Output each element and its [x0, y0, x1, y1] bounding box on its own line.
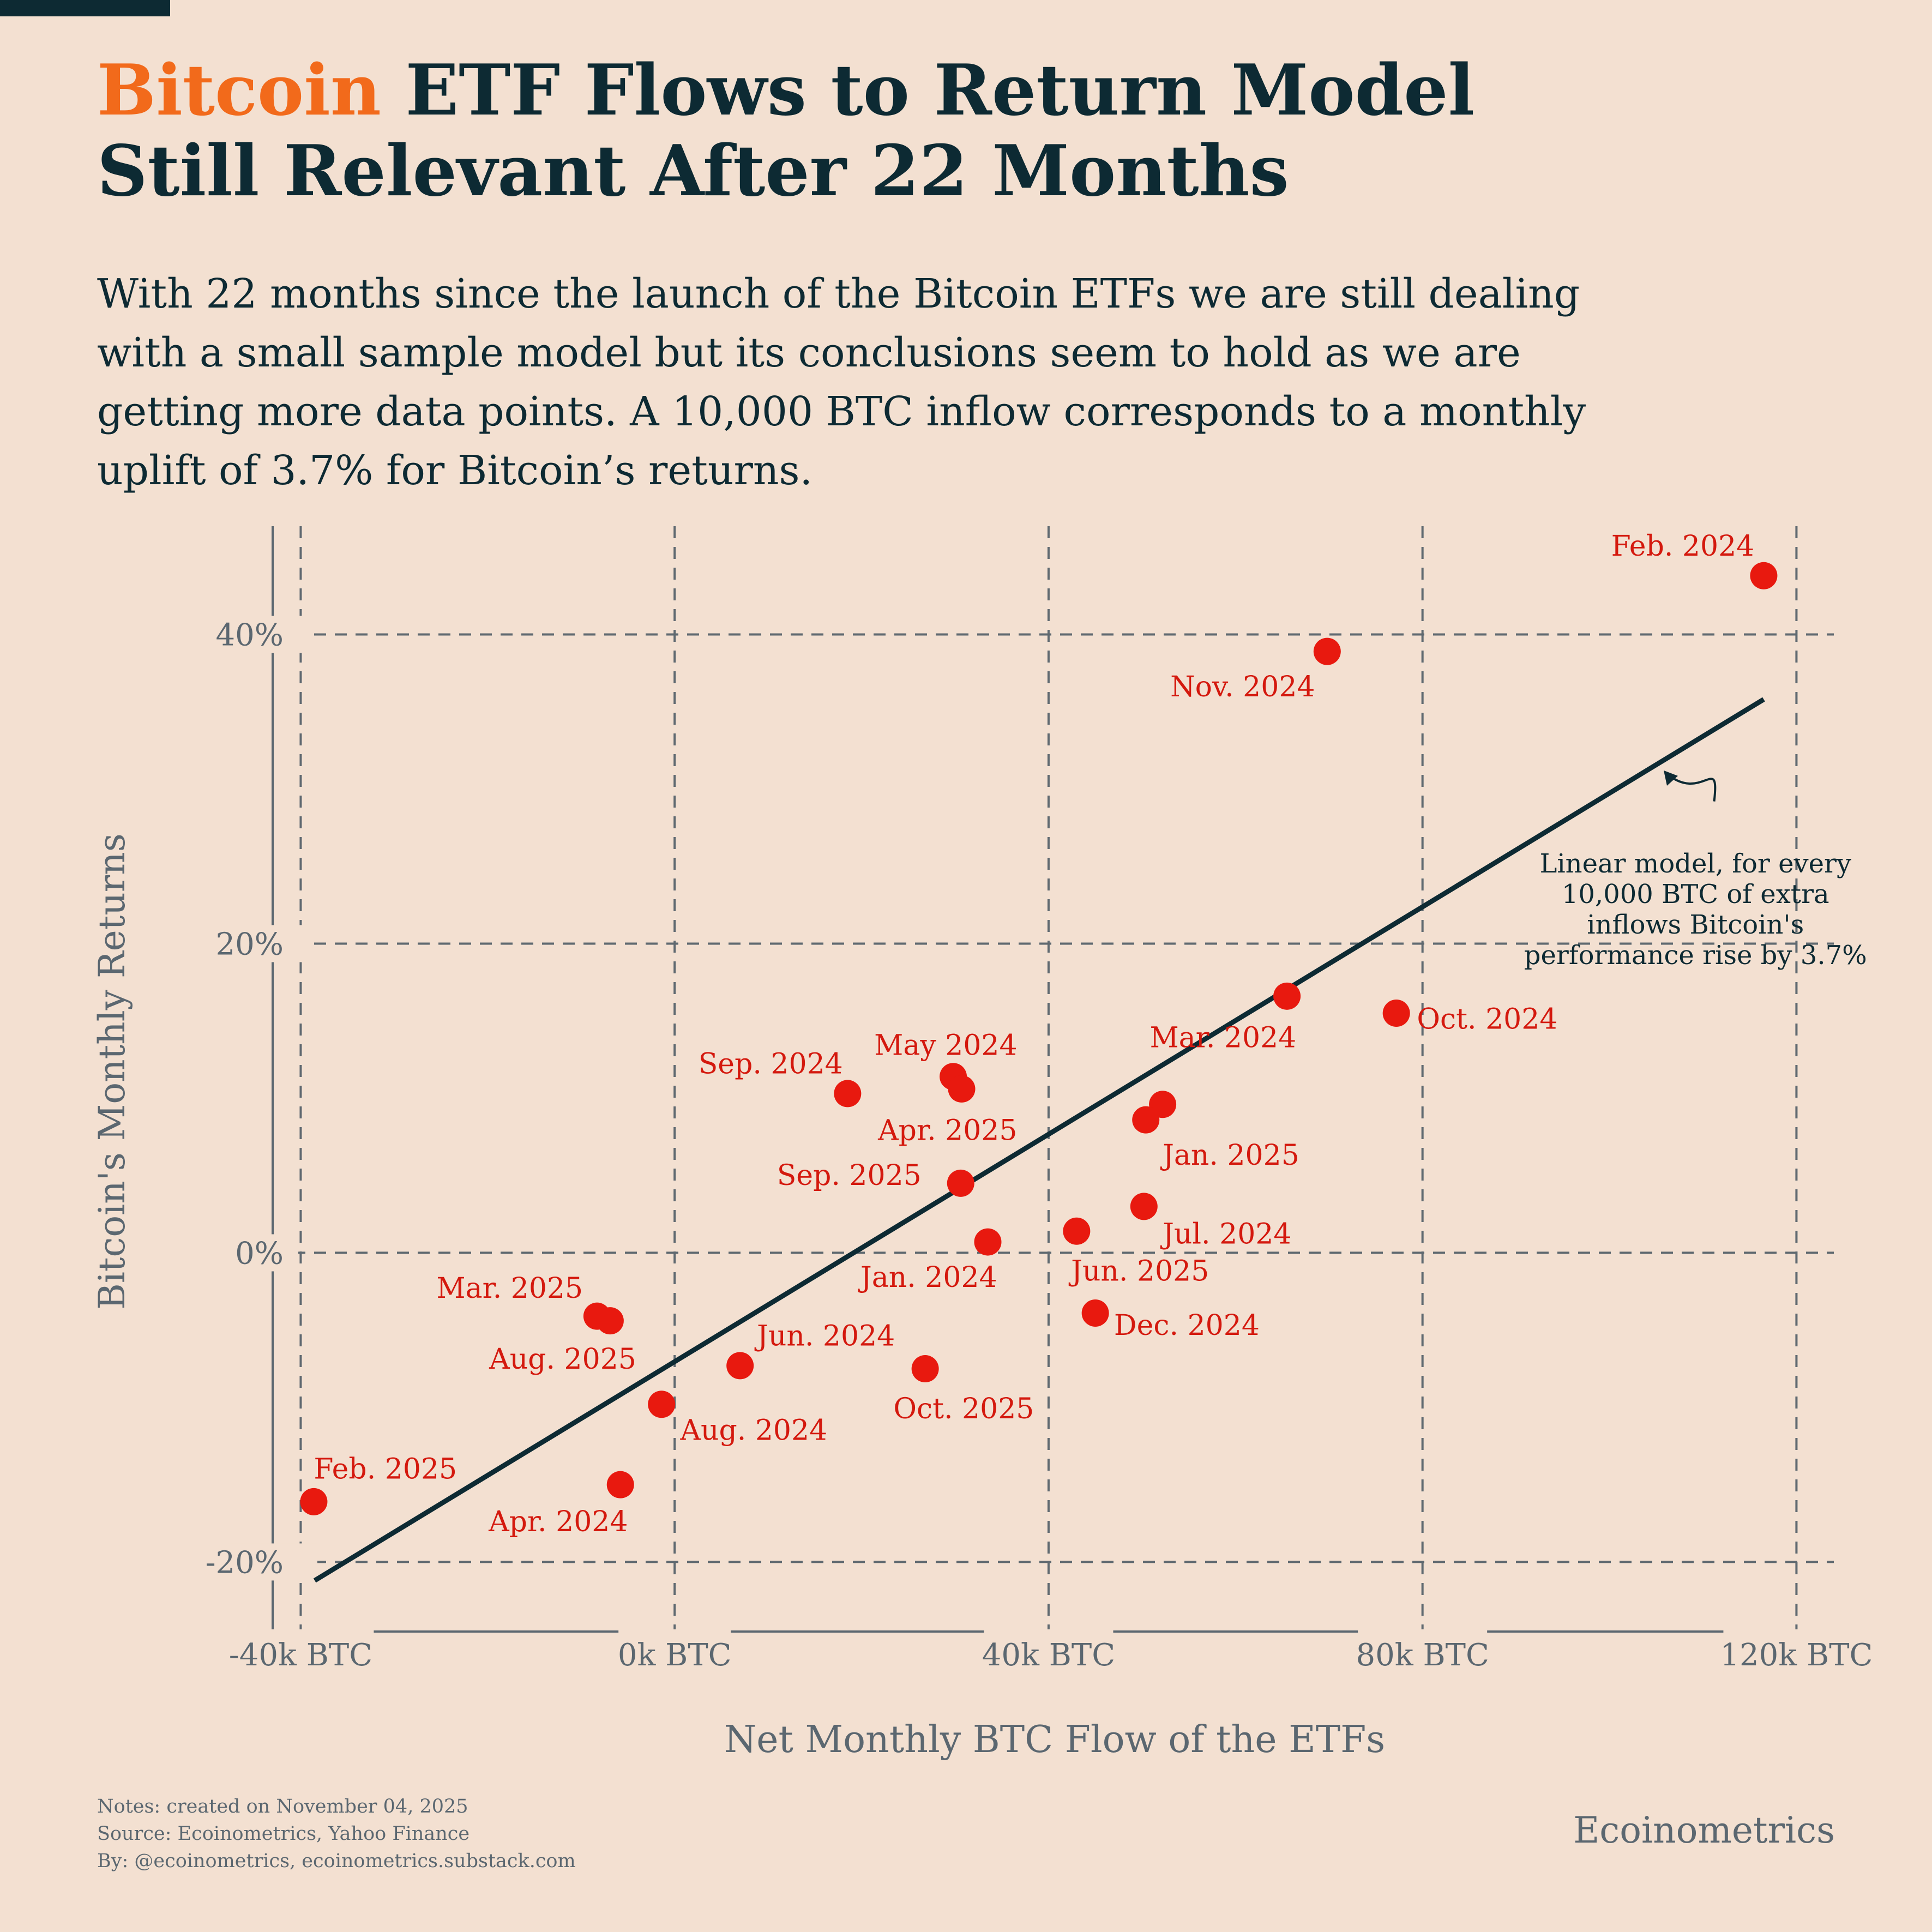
- annotation-line-0: Linear model, for every: [1539, 848, 1851, 879]
- data-point-18: [596, 1307, 624, 1335]
- y-tick-label-3: 40%: [216, 617, 284, 653]
- x-tick-label-4: 120k BTC: [1720, 1638, 1873, 1673]
- title-line2: Still Relevant After 22 Months: [97, 130, 1289, 212]
- data-point-13: [300, 1488, 328, 1515]
- point-label-7: Aug. 2024: [679, 1415, 827, 1447]
- annotation-arrowhead: [1663, 770, 1678, 786]
- point-label-13: Feb. 2025: [314, 1453, 457, 1485]
- x-tick-bg-4: [1723, 1629, 1870, 1675]
- point-label-18: Aug. 2025: [489, 1343, 636, 1376]
- y-tick-label-2: 20%: [216, 926, 284, 962]
- data-point-9: [1382, 1000, 1410, 1027]
- y-tick-label-1: 0%: [235, 1236, 284, 1271]
- data-points: [300, 562, 1778, 1515]
- point-label-4: May 2024: [874, 1030, 1018, 1062]
- y-tick-bg-2: [237, 925, 308, 962]
- annotation-line-1: 10,000 BTC of extra: [1562, 879, 1829, 910]
- notes-created: Notes: created on November 04, 2025: [97, 1796, 468, 1817]
- point-label-6: Jul. 2024: [1160, 1218, 1291, 1251]
- point-label-8: Sep. 2024: [699, 1048, 843, 1081]
- data-point-20: [911, 1355, 939, 1383]
- data-point-19: [947, 1169, 974, 1197]
- notes-by: By: @ecoinometrics, ecoinometrics.substa…: [97, 1850, 576, 1872]
- corner-accent-bar: [0, 0, 170, 16]
- annotation-line-2: inflows Bitcoin's: [1587, 910, 1804, 940]
- footer-notes: Notes: created on November 04, 2025 Sour…: [97, 1793, 576, 1875]
- subtitle: With 22 months since the launch of the B…: [97, 270, 1586, 494]
- point-label-19: Sep. 2025: [777, 1159, 922, 1192]
- tick-labels: -40k BTC 0k BTC 40k BTC 80k BTC 120k BTC -20%…: [206, 616, 1873, 1675]
- y-tick-bg-1: [247, 1234, 298, 1272]
- x-tick-label-0: -40k BTC: [229, 1638, 372, 1673]
- annotation-arrow: [1666, 773, 1717, 802]
- x-tick-label-1: 0k BTC: [618, 1638, 732, 1673]
- y-tick-bg-0: [228, 1543, 317, 1581]
- data-point-0: [974, 1228, 1002, 1256]
- title-line1-rest: ETF Flows to Return Model: [381, 50, 1475, 131]
- x-tick-bg-1: [618, 1629, 731, 1675]
- data-point-3: [606, 1471, 634, 1498]
- point-labels: Jan. 2024 Feb. 2024 Mar. 2024 Apr. 2024 May …: [314, 530, 1754, 1538]
- point-label-11: Dec. 2024: [1114, 1309, 1260, 1342]
- point-label-3: Apr. 2024: [488, 1506, 628, 1538]
- y-tick-label-0: -20%: [206, 1545, 284, 1580]
- y-tick-bg-3: [237, 616, 308, 653]
- point-label-5: Jun. 2024: [754, 1320, 895, 1353]
- point-label-10: Nov. 2024: [1170, 671, 1315, 703]
- point-label-20: Oct. 2025: [893, 1393, 1034, 1425]
- point-label-12: Jan. 2025: [1160, 1139, 1299, 1172]
- point-label-2: Mar. 2024: [1149, 1022, 1296, 1055]
- data-point-6: [1130, 1193, 1158, 1220]
- data-point-7: [648, 1391, 676, 1418]
- x-axis-label: Net Monthly BTC Flow of the ETFs: [724, 1718, 1385, 1761]
- title-highlight: Bitcoin: [97, 50, 381, 131]
- x-tick-label-3: 80k BTC: [1356, 1638, 1489, 1673]
- data-point-8: [834, 1080, 862, 1108]
- x-tick-bg-2: [984, 1629, 1114, 1675]
- point-label-1: Feb. 2024: [1611, 530, 1755, 563]
- grid-lines: [273, 526, 1834, 1632]
- regression-line: [313, 697, 1765, 1583]
- x-tick-bg-0: [227, 1629, 374, 1675]
- brand-logo-text: Ecoinometrics: [1573, 1809, 1835, 1851]
- data-point-10: [1313, 637, 1341, 665]
- annotation-line-3: performance rise by 3.7%: [1524, 940, 1867, 971]
- notes-source: Source: Ecoinometrics, Yahoo Finance: [97, 1823, 470, 1845]
- data-point-16: [1063, 1217, 1091, 1245]
- data-point-1: [1750, 562, 1778, 589]
- point-label-16: Jun. 2025: [1068, 1255, 1209, 1288]
- x-tick-bg-3: [1358, 1629, 1488, 1675]
- point-label-14: Mar. 2025: [436, 1272, 583, 1305]
- data-point-5: [726, 1352, 754, 1380]
- data-point-11: [1081, 1299, 1109, 1327]
- point-label-9: Oct. 2024: [1417, 1003, 1557, 1036]
- x-tick-label-2: 40k BTC: [982, 1638, 1115, 1673]
- data-point-17: [1132, 1106, 1160, 1134]
- point-label-15: Apr. 2025: [877, 1115, 1017, 1147]
- data-point-2: [1273, 982, 1301, 1010]
- page-title: Bitcoin ETF Flows to Return Model Still R…: [97, 50, 1733, 212]
- regression-group: [313, 697, 1765, 1583]
- y-axis-label: Bitcoin's Monthly Returns: [91, 833, 133, 1309]
- point-label-0: Jan. 2024: [858, 1261, 997, 1294]
- data-point-15: [948, 1075, 976, 1103]
